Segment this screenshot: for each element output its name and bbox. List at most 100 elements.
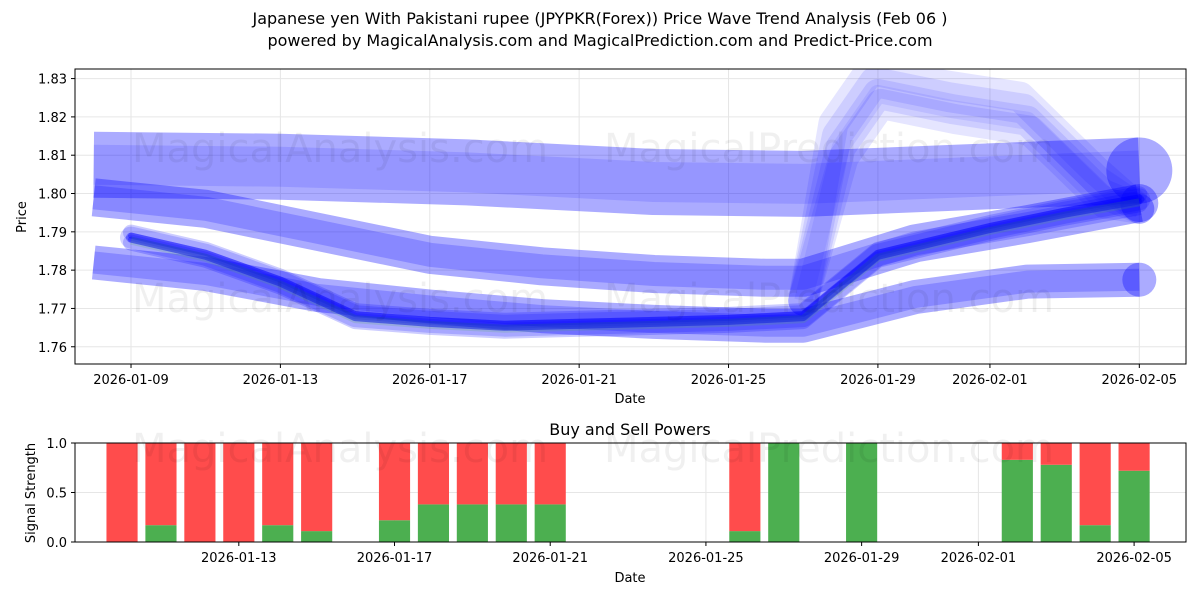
price-series-0 bbox=[93, 131, 1173, 217]
signal-x-tick-label: 2026-01-29 bbox=[824, 551, 900, 566]
price-x-tick-label: 2026-01-13 bbox=[243, 373, 319, 388]
sell-power-bar bbox=[729, 443, 761, 532]
signal-bars bbox=[106, 443, 1150, 542]
price-series-2 bbox=[91, 245, 1157, 343]
price-y-axis-label: Price bbox=[15, 201, 30, 233]
price-band-stroke bbox=[92, 251, 1140, 337]
price-y-tick-label: 1.82 bbox=[38, 111, 67, 126]
sell-power-bar bbox=[262, 443, 294, 526]
signal-x-tick-label: 2026-02-01 bbox=[941, 551, 1017, 566]
price-grid bbox=[75, 69, 1186, 364]
signal-x-tick-label: 2026-01-21 bbox=[512, 551, 588, 566]
buy-power-bar bbox=[1040, 464, 1072, 542]
price-y-tick-label: 1.83 bbox=[38, 73, 67, 88]
price-x-tick-label: 2026-01-09 bbox=[93, 373, 169, 388]
buy-power-bar bbox=[768, 443, 800, 542]
buy-power-bar bbox=[378, 520, 411, 542]
price-wave-stroke bbox=[123, 186, 1148, 329]
price-band-stroke bbox=[93, 131, 1141, 217]
signal-y-tick-label: 0.5 bbox=[46, 487, 67, 502]
watermark-prediction-3: MagicalPrediction.com bbox=[604, 426, 1054, 472]
signal-chart-title: Buy and Sell Powers bbox=[549, 420, 711, 439]
buy-power-bar bbox=[846, 443, 878, 542]
buy-power-bar bbox=[534, 504, 566, 542]
buy-power-bar bbox=[301, 531, 333, 542]
buy-power-bar bbox=[1001, 459, 1033, 542]
signal-axes: 0.0 0.5 1.0 2026-01-13 2026-01-17 2026-01-21 2… bbox=[46, 437, 1172, 566]
price-watermarks: MagicalAnalysis.com MagicalPrediction.co… bbox=[132, 126, 1054, 322]
price-x-tick-label: 2026-02-01 bbox=[952, 373, 1028, 388]
price-band-stroke bbox=[93, 144, 1141, 204]
price-x-tick-label: 2026-01-21 bbox=[541, 373, 617, 388]
signal-x-tick-label: 2026-01-17 bbox=[357, 551, 433, 566]
buy-power-bar bbox=[495, 504, 527, 542]
price-spike-stroke bbox=[788, 78, 1155, 316]
signal-x-tick-label: 2026-01-13 bbox=[201, 551, 277, 566]
signal-x-tick-label: 2026-02-05 bbox=[1096, 551, 1172, 566]
buy-power-bar bbox=[145, 525, 177, 542]
signal-y-axis-label: Signal Strength bbox=[24, 443, 39, 543]
sell-power-bar bbox=[1118, 443, 1150, 471]
signal-x-tick-label: 2026-01-25 bbox=[668, 551, 744, 566]
sell-power-bar bbox=[1001, 443, 1033, 460]
price-band-stroke bbox=[91, 245, 1140, 343]
price-x-axis-label: Date bbox=[614, 392, 645, 407]
sell-power-bar bbox=[184, 443, 216, 542]
price-wave-stroke bbox=[123, 196, 1148, 339]
price-wave-stroke bbox=[120, 188, 1151, 337]
price-y-tick-label: 1.80 bbox=[38, 188, 67, 203]
price-axes: 1.76 1.77 1.78 1.79 1.80 1.81 1.82 1.83 2026-01-… bbox=[38, 73, 1177, 388]
sell-power-bar bbox=[301, 443, 333, 532]
price-y-tick-label: 1.78 bbox=[38, 264, 67, 279]
price-wave-stroke bbox=[128, 194, 1143, 327]
signal-y-tick-label: 1.0 bbox=[46, 437, 67, 452]
price-x-tick-label: 2026-02-05 bbox=[1102, 373, 1178, 388]
price-series-3 bbox=[120, 186, 1151, 339]
watermark-analysis-2: MagicalAnalysis.com bbox=[132, 276, 548, 322]
buy-power-bar bbox=[1118, 470, 1150, 542]
signal-watermarks: MagicalAnalysis.com MagicalPrediction.co… bbox=[132, 426, 1054, 472]
price-band-stroke bbox=[91, 178, 1143, 297]
price-band-stroke bbox=[92, 185, 1142, 290]
sell-power-bar bbox=[378, 443, 411, 521]
buy-power-bar bbox=[262, 525, 294, 542]
price-y-tick-label: 1.76 bbox=[38, 341, 67, 356]
sell-power-bar bbox=[495, 443, 527, 505]
sell-power-bar bbox=[223, 443, 255, 542]
buy-power-bar bbox=[1079, 525, 1111, 542]
chart-subtitle: powered by MagicalAnalysis.com and Magic… bbox=[267, 31, 933, 50]
watermark-analysis-1: MagicalAnalysis.com bbox=[132, 126, 548, 172]
price-x-tick-label: 2026-01-17 bbox=[392, 373, 468, 388]
price-spike-stroke bbox=[788, 69, 1155, 316]
price-series-4 bbox=[788, 69, 1155, 316]
chart-title: Japanese yen With Pakistani rupee (JPYPK… bbox=[252, 9, 948, 28]
price-wave-green-tint bbox=[130, 198, 1141, 333]
sell-power-bar bbox=[106, 443, 138, 542]
buy-power-bar bbox=[456, 504, 488, 542]
buy-power-bar bbox=[729, 531, 761, 542]
sell-power-bar bbox=[417, 443, 450, 505]
price-wave-stroke bbox=[126, 194, 1145, 331]
sell-power-bar bbox=[534, 443, 566, 505]
price-spike-stroke bbox=[788, 69, 1155, 316]
sell-power-bar bbox=[1079, 443, 1111, 526]
price-wave-stroke bbox=[128, 198, 1143, 331]
price-plot-frame bbox=[74, 68, 1187, 365]
price-y-tick-label: 1.79 bbox=[38, 226, 67, 241]
price-series-1 bbox=[91, 178, 1159, 297]
sell-power-bar bbox=[1040, 443, 1072, 465]
watermark-prediction-2: MagicalPrediction.com bbox=[604, 276, 1054, 322]
watermark-prediction-1: MagicalPrediction.com bbox=[604, 126, 1054, 172]
signal-x-axis-label: Date bbox=[614, 571, 645, 586]
price-y-tick-label: 1.81 bbox=[38, 149, 67, 164]
sell-power-bar bbox=[145, 443, 177, 526]
price-y-tick-label: 1.77 bbox=[38, 302, 67, 317]
signal-y-tick-label: 0.0 bbox=[46, 536, 67, 551]
price-spike-core bbox=[794, 84, 1143, 303]
price-x-tick-label: 2026-01-29 bbox=[840, 373, 916, 388]
watermark-analysis-3: MagicalAnalysis.com bbox=[132, 426, 548, 472]
price-band-end-cap bbox=[1122, 262, 1157, 297]
price-spike-stroke bbox=[788, 88, 1155, 316]
price-x-tick-label: 2026-01-25 bbox=[691, 373, 767, 388]
